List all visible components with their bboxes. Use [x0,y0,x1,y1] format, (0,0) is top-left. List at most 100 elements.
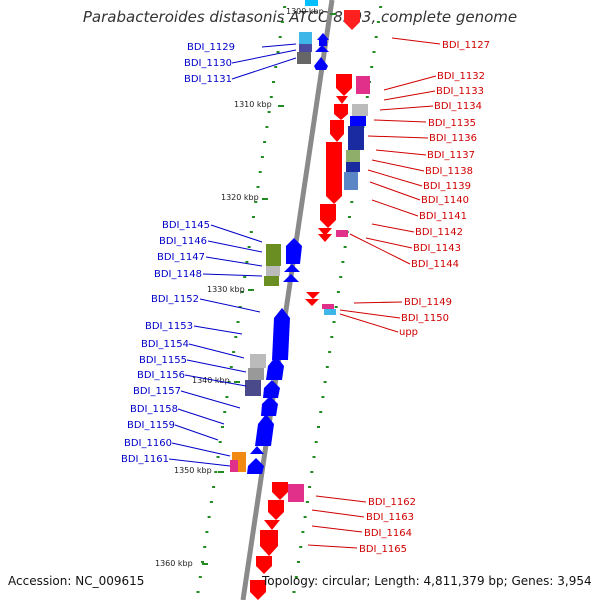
gene-feature[interactable] [344,172,358,190]
gene-feature[interactable] [266,266,280,276]
gene-label[interactable]: BDI_1136 [429,133,477,144]
track-dot [278,36,282,38]
gene-label[interactable]: BDI_1134 [434,101,482,112]
track-dot [372,51,376,53]
genome-backbone [240,0,335,600]
gene-feature[interactable] [324,309,336,315]
gene-arrow[interactable] [318,234,332,242]
gene-label[interactable]: BDI_1145 [162,220,210,231]
gene-arrow[interactable] [268,500,284,520]
gene-label[interactable]: BDI_1157 [133,386,181,397]
gene-label[interactable]: BDI_1135 [428,118,476,129]
gene-feature[interactable] [356,76,370,94]
gene-feature[interactable] [238,460,246,472]
gene-label[interactable]: BDI_1163 [366,512,414,523]
gene-label[interactable]: BDI_1159 [127,420,175,431]
gene-label[interactable]: BDI_1139 [423,181,471,192]
gene-arrow[interactable] [266,356,284,380]
gene-feature[interactable] [250,354,266,368]
gene-arrow[interactable] [272,308,290,360]
track-dot [201,561,204,563]
gene-arrow[interactable] [261,396,278,416]
gene-label[interactable]: BDI_1141 [419,211,467,222]
gene-feature[interactable] [350,116,366,126]
gene-label[interactable]: BDI_1133 [436,86,484,97]
gene-arrow[interactable] [326,142,342,204]
gene-arrow[interactable] [250,446,264,454]
gene-arrow[interactable] [255,414,274,446]
gene-label[interactable]: BDI_1154 [141,339,189,350]
gene-label[interactable]: BDI_1153 [145,321,193,332]
gene-arrow[interactable] [305,299,319,306]
gene-label[interactable]: BDI_1158 [130,404,178,415]
gene-label[interactable]: BDI_1127 [442,40,490,51]
gene-label[interactable]: BDI_1162 [368,497,416,508]
gene-arrow[interactable] [286,238,302,264]
gene-arrow[interactable] [264,520,280,530]
gene-arrow[interactable] [330,120,344,142]
gene-label[interactable]: BDI_1165 [359,544,407,555]
gene-arrow[interactable] [247,458,264,474]
gene-label[interactable]: BDI_1156 [137,370,185,381]
gene-arrow[interactable] [306,292,320,299]
gene-label[interactable]: BDI_1130 [184,58,232,69]
gene-feature[interactable] [305,0,318,6]
gene-arrow[interactable] [336,74,352,96]
gene-label[interactable]: BDI_1148 [154,269,202,280]
gene-label[interactable]: BDI_1142 [415,227,463,238]
gene-label[interactable]: BDI_1160 [124,438,172,449]
gene-label[interactable]: BDI_1147 [157,252,205,263]
gene-feature[interactable] [245,380,261,396]
gene-label[interactable]: BDI_1155 [139,355,187,366]
gene-label[interactable]: BDI_1129 [187,42,235,53]
gene-arrow[interactable] [256,556,272,574]
gene-arrow[interactable] [283,274,299,282]
gene-arrow[interactable] [284,264,300,272]
track-dot [332,321,336,323]
gene-label[interactable]: BDI_1131 [184,74,232,85]
gene-arrow[interactable] [263,380,280,398]
gene-feature[interactable] [230,460,238,472]
gene-feature[interactable] [299,32,312,44]
gene-feature[interactable] [288,484,304,502]
gene-label[interactable]: BDI_1152 [151,294,199,305]
gene-label[interactable]: BDI_1149 [404,297,452,308]
track-dot [216,456,220,458]
gene-feature[interactable] [248,368,264,380]
gene-arrow[interactable] [315,45,329,52]
gene-feature[interactable] [297,52,311,64]
gene-feature[interactable] [322,304,334,309]
gene-arrow[interactable] [317,33,329,46]
gene-arrow[interactable] [314,57,328,70]
gene-label[interactable]: upp [399,327,418,338]
gene-arrow[interactable] [250,580,266,600]
gene-arrow[interactable] [344,10,360,30]
gene-cluster-top-right [318,10,370,242]
track-dot [252,216,255,218]
gene-arrow[interactable] [320,204,336,228]
gene-feature[interactable] [348,126,364,150]
gene-arrow[interactable] [336,96,348,104]
gene-label[interactable]: BDI_1144 [411,259,459,270]
gene-feature[interactable] [299,44,312,52]
gene-label[interactable]: BDI_1164 [364,528,412,539]
gene-feature[interactable] [266,244,281,266]
gene-label[interactable]: BDI_1137 [427,150,475,161]
gene-label[interactable]: BDI_1140 [421,195,469,206]
gene-feature[interactable] [352,104,368,116]
gene-label[interactable]: BDI_1150 [401,313,449,324]
gene-arrow[interactable] [260,530,278,556]
gene-label[interactable]: BDI_1161 [121,454,169,465]
gene-feature[interactable] [232,452,246,460]
gene-label[interactable]: BDI_1146 [159,236,207,247]
gene-feature[interactable] [336,230,348,237]
gene-label[interactable]: BDI_1132 [437,71,485,82]
gene-feature[interactable] [346,162,360,172]
gene-arrow[interactable] [334,104,348,120]
gene-arrow[interactable] [272,482,288,500]
gene-feature[interactable] [264,276,279,286]
gene-label[interactable]: BDI_1143 [413,243,461,254]
gene-feature[interactable] [346,150,360,162]
gene-arrow[interactable] [318,228,332,236]
gene-label[interactable]: BDI_1138 [425,166,473,177]
